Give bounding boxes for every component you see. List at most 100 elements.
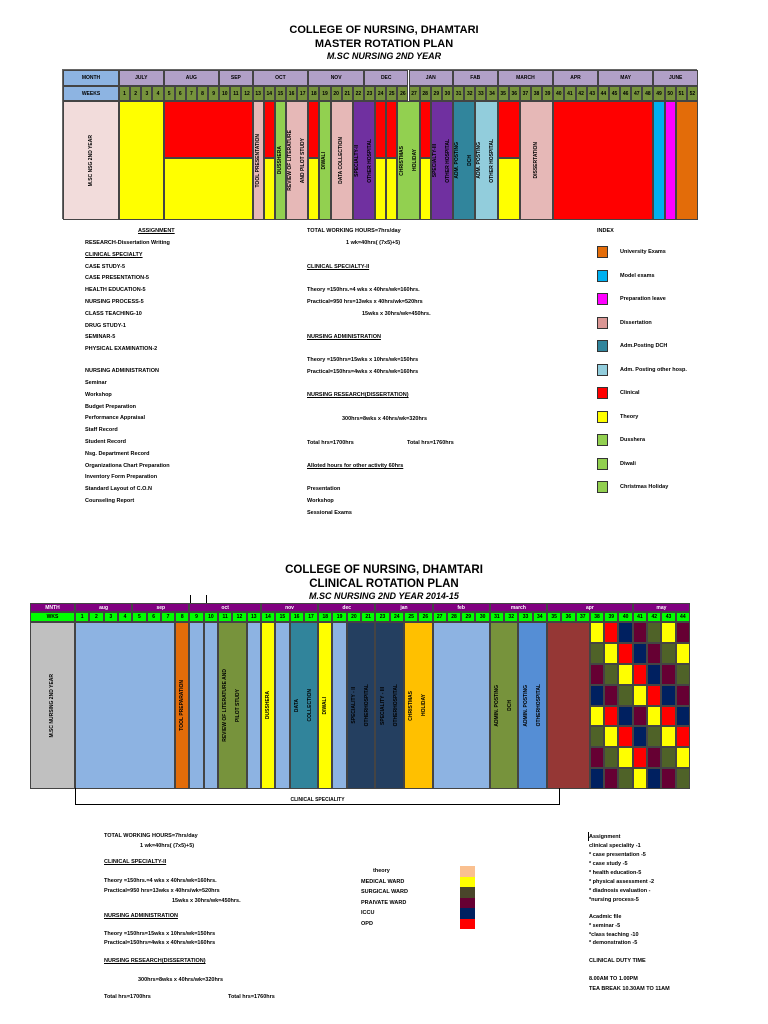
hours-line: CLINICAL SPECIALTY-II	[104, 859, 167, 865]
week-cell: 8	[175, 612, 190, 622]
rotation-block: ADM. POSTING OTHER HOSPITAL	[475, 101, 498, 220]
week-cell: 7	[185, 86, 197, 101]
assignment-line: TEA BREAK 10.30AM TO 11AM	[589, 986, 670, 992]
week-cell: 37	[575, 612, 590, 622]
week-cell: 12	[232, 612, 247, 622]
admin-item: Seminar	[85, 380, 107, 386]
assignment-line: clinical speciality -1	[589, 843, 641, 849]
clinical-rotation-chart: MNTH WKS aug sep oct nov dec jan feb march apr may 1…	[30, 603, 690, 789]
week-cell: 18	[308, 86, 320, 101]
week-cell: 36	[561, 612, 576, 622]
ward-rotation-cell	[632, 747, 648, 769]
ward-rotation-cell	[632, 622, 648, 643]
rotation-block	[275, 622, 290, 789]
index-label: Adm.Posting DCH	[620, 343, 668, 349]
ward-legend-swatch	[460, 876, 475, 887]
admin-item: Workshop	[85, 391, 112, 398]
assignment-item: CLINICAL SPECIALTY	[85, 251, 143, 258]
week-cell: 14	[260, 612, 276, 622]
ward-rotation-cell	[661, 768, 676, 789]
ward-rotation-cell	[647, 768, 662, 789]
index-swatch	[597, 316, 608, 329]
week-cell: 36	[508, 86, 520, 101]
rotation-block: ADMIN. POSTING DCH	[489, 622, 519, 789]
course-title-2: M.SC NURSING 2ND YEAR 2014-15	[309, 591, 459, 601]
hours-line: NURSING ADMINISTRATION	[104, 913, 178, 919]
week-cell: 30	[475, 612, 490, 622]
month-cell: may	[632, 603, 690, 612]
week-cell: 42	[575, 86, 587, 101]
block-label: AND PILOT STUDY	[300, 137, 307, 184]
theory-block	[308, 158, 320, 220]
week-cell: 17	[303, 612, 319, 622]
week-cell: 19	[319, 86, 331, 101]
week-cell: 5	[132, 612, 147, 622]
block-label: DIWALI	[321, 696, 328, 715]
month-cell: JULY	[119, 70, 164, 86]
ward-rotation-cell	[647, 726, 662, 748]
week-cell: 19	[332, 612, 347, 622]
ward-rotation-cell	[661, 663, 676, 685]
row-label: M.SC NURSING 2ND YEAR	[49, 673, 55, 738]
block-label: OTHER HOSPITAL	[444, 138, 451, 183]
ward-rotation-cell	[589, 663, 605, 685]
rotation-block	[653, 101, 665, 220]
ward-rotation-cell	[632, 684, 648, 706]
rotation-block: REVIEW OF LITERATURE AND PILOT STUDY	[218, 622, 247, 789]
week-cell: 3	[103, 612, 118, 622]
plan-title: MASTER ROTATION PLAN	[314, 38, 454, 50]
clinical-block	[419, 101, 431, 159]
week-cell: 7	[160, 612, 176, 622]
week-cell: 31	[453, 86, 465, 101]
admin-item: Student Record	[85, 439, 126, 445]
ward-rotation-cell	[661, 684, 676, 706]
ward-rotation-cell	[675, 747, 690, 769]
week-cell: 20	[346, 612, 362, 622]
ward-legend-label: SURGICAL WARD	[361, 889, 408, 895]
week-cell: 24	[375, 86, 387, 101]
week-cell: 11	[230, 86, 242, 101]
ward-legend-swatch	[460, 866, 475, 877]
week-cell: 39	[604, 612, 619, 622]
block-label: DCH	[467, 155, 474, 166]
ward-rotation-cell	[589, 642, 605, 664]
week-cell: 5	[163, 86, 175, 101]
ward-rotation-cell	[675, 726, 690, 748]
ward-rotation-cell	[675, 768, 690, 789]
index-swatch	[597, 269, 608, 282]
ward-rotation-cell	[661, 726, 676, 748]
index-swatch	[597, 434, 608, 446]
ward-rotation-cell	[589, 705, 605, 727]
ward-rotation-cell	[589, 684, 605, 706]
college-title-2: COLLEGE OF NURSING, DHAMTARI	[285, 564, 483, 576]
week-cell: 9	[189, 612, 204, 622]
rotation-block: SPECIALITY - II OTHERHOSPITAL	[346, 622, 376, 789]
assignment-item: RESEARCH-Dissertation Writing	[85, 240, 170, 246]
master-rotation-chart: MONTH WEEKS JULY AUG SEP OCT NOV DEC JAN FAB MARCH…	[62, 69, 698, 220]
week-cell: 37	[519, 86, 531, 101]
rotation-block	[189, 622, 204, 789]
rotation-block: DATA COLLECTION	[289, 622, 319, 789]
assignment-line: CLINICAL DUTY TIME	[589, 958, 646, 964]
ward-rotation-cell	[618, 622, 633, 643]
week-cell: 31	[489, 612, 505, 622]
rotation-block: DUSSHERA	[260, 622, 276, 789]
clinical-block	[308, 101, 320, 159]
week-cell: 8	[196, 86, 209, 101]
block-label: COLLECTION	[306, 689, 313, 722]
week-cell: 4	[152, 86, 164, 101]
ward-rotation-cell	[618, 705, 633, 727]
week-cell: 14	[263, 86, 275, 101]
ward-rotation-cell	[675, 622, 690, 643]
hours-line: CLINICAL SPECIALTY-II	[307, 264, 370, 270]
block-label: OTHERHOSPITAL	[392, 684, 399, 727]
hours-line: Practical=150hrs=4wks x 40hrs/wk=160hrs	[307, 369, 419, 375]
ward-rotation-cell	[604, 622, 619, 643]
assignment-item: HEALTH EDUCATION-5	[85, 287, 146, 294]
ward-rotation-cell	[647, 705, 662, 727]
ward-rotation-cell	[618, 726, 633, 748]
block-label: CHRISTMAS	[408, 690, 415, 721]
rotation-block	[75, 622, 176, 789]
assignment-line: Acadmic file	[589, 914, 622, 920]
index-label: Preparation leave	[620, 296, 666, 302]
